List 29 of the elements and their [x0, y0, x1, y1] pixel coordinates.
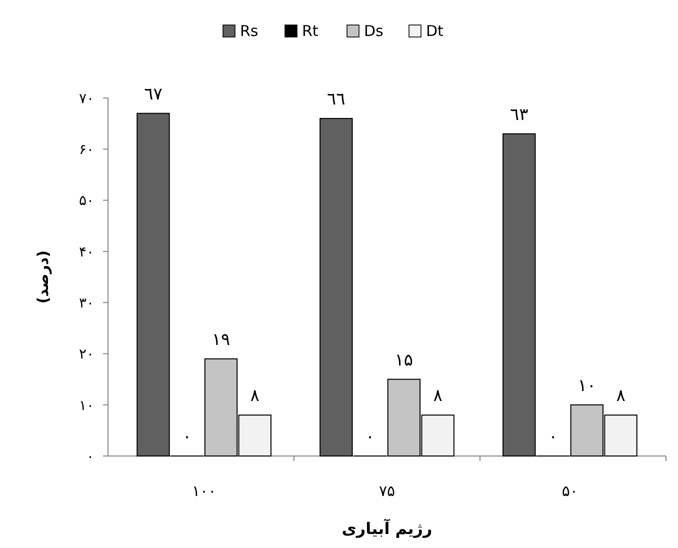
legend-label: Dt — [426, 22, 444, 40]
x-tick-label: ۵۰ — [562, 482, 578, 500]
y-tick-label: ۷۰ — [78, 90, 94, 107]
x-tick-label: ۷۵ — [378, 482, 396, 500]
data-label: ۱۵ — [394, 350, 414, 370]
data-label: ۰ — [182, 427, 192, 447]
data-label: ۱۹ — [212, 330, 230, 350]
y-tick-label: ۰ — [86, 448, 94, 465]
y-tick-label: ۳۰ — [78, 295, 94, 312]
data-label: ٦٧ — [144, 84, 162, 104]
x-axis-title: رژیم آبیاری — [342, 518, 432, 538]
legend-label: Rs — [240, 22, 258, 40]
data-label: ۸ — [433, 386, 442, 406]
x-tick-label: ۱۰۰ — [192, 482, 216, 500]
legend-label: Ds — [364, 22, 384, 40]
y-axis-title: (درصد) — [34, 250, 52, 304]
data-label: ۰ — [548, 427, 558, 447]
y-tick-label: ۶۰ — [78, 142, 94, 158]
data-label: ۸ — [616, 386, 626, 406]
data-label: ٦۳ — [510, 104, 528, 125]
legend-label: Rt — [302, 22, 318, 40]
data-label: ۱۰ — [578, 376, 596, 396]
y-tick-label: ۵۰ — [78, 193, 94, 210]
data-label: ۰ — [365, 427, 375, 447]
data-label: ٦٦ — [327, 89, 346, 110]
y-tick-label: ۱۰ — [78, 398, 94, 414]
data-label: ۸ — [250, 386, 260, 406]
y-tick-label: ۴۰ — [78, 244, 94, 260]
y-tick-label: ۲۰ — [78, 346, 94, 363]
